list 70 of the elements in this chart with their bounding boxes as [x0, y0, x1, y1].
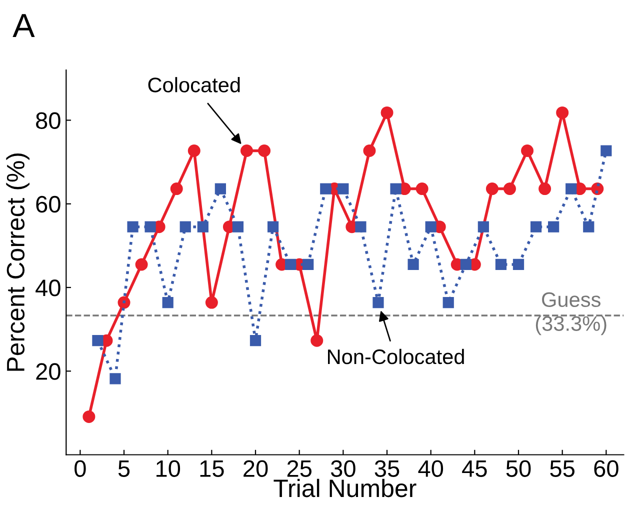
point — [92, 335, 104, 346]
point — [583, 221, 594, 232]
point — [486, 182, 498, 196]
point — [548, 221, 560, 232]
point — [320, 183, 332, 194]
x-tick-label: 50 — [506, 460, 531, 477]
x-tick-label: 15 — [200, 460, 224, 477]
ref-line-label: Guess (33.3%) — [536, 292, 606, 336]
point — [302, 258, 314, 270]
point — [170, 182, 183, 196]
point — [127, 221, 138, 232]
point — [205, 296, 218, 309]
x-tick-label: 10 — [156, 460, 180, 477]
point — [162, 296, 174, 308]
text: A — [12, 14, 35, 38]
point — [118, 296, 130, 309]
point — [338, 183, 349, 194]
point — [82, 410, 96, 423]
point — [530, 221, 542, 232]
y-tick-label: 60 — [36, 196, 60, 213]
point — [460, 258, 472, 270]
point — [566, 183, 577, 194]
x-tick-label: 45 — [462, 460, 487, 477]
point — [390, 183, 402, 194]
x-tick-label: 60 — [594, 460, 618, 477]
text: Colocated — [148, 77, 240, 92]
x-tick-label: 25 — [287, 460, 312, 477]
point — [495, 258, 507, 270]
x-tick-label: 0 — [74, 460, 86, 477]
point — [380, 106, 394, 119]
point — [180, 221, 191, 232]
x-tick-label: 20 — [244, 460, 268, 477]
point — [197, 221, 208, 232]
point — [188, 144, 200, 157]
text: Non-Colocated — [328, 348, 464, 364]
point — [267, 221, 279, 232]
y-tick-label: 80 — [36, 112, 60, 130]
x-tick-label: 40 — [418, 460, 444, 477]
point — [372, 296, 384, 308]
point — [310, 334, 324, 347]
x-axis-title: Trial Number — [274, 478, 416, 498]
point — [416, 182, 428, 196]
point — [363, 144, 376, 157]
point — [144, 221, 156, 232]
x-tick-label: 55 — [550, 460, 574, 477]
point — [232, 221, 244, 232]
y-tick-label: 20 — [36, 363, 60, 380]
point — [355, 221, 366, 232]
point — [538, 182, 552, 196]
x-tick-label: 35 — [374, 460, 400, 477]
point — [285, 258, 296, 270]
y-axis-title: Percent Correct (%) — [6, 153, 30, 371]
point — [110, 373, 121, 384]
point — [600, 145, 612, 156]
y-tick-label: 40 — [36, 280, 60, 296]
point — [240, 144, 253, 157]
point — [512, 258, 524, 270]
point — [503, 182, 516, 196]
point — [425, 221, 436, 232]
x-tick-label: 30 — [330, 460, 356, 477]
point — [214, 183, 226, 194]
point — [521, 144, 534, 157]
point — [258, 144, 271, 157]
point — [135, 258, 148, 271]
x-tick-label: 5 — [118, 460, 130, 477]
point — [250, 335, 262, 346]
point — [556, 106, 569, 119]
point — [478, 221, 489, 232]
point — [408, 258, 419, 270]
point — [442, 296, 454, 308]
